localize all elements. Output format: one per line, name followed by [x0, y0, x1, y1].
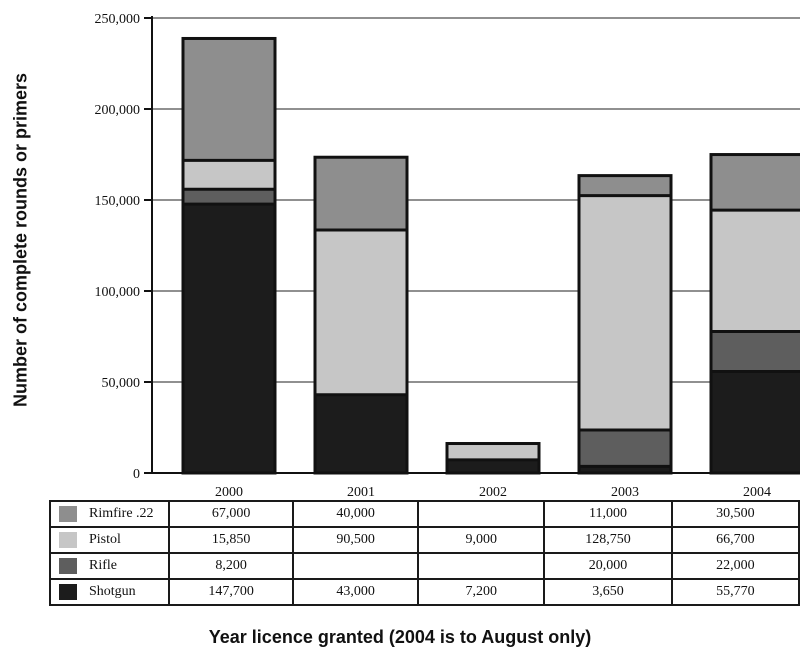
y-tick-label: 200,000	[95, 103, 141, 118]
table-cell: 90,500	[291, 526, 420, 554]
bar-segment	[711, 210, 800, 332]
y-axis-title: Number of complete rounds or primers	[10, 72, 31, 408]
y-tick-label: 250,000	[95, 12, 141, 27]
bar-segment	[447, 443, 539, 460]
legend-label: Rimfire .22	[89, 505, 154, 521]
table-cell: 7,200	[417, 578, 546, 606]
x-tick-label: 2000	[215, 485, 243, 500]
bar-outline	[445, 442, 541, 475]
x-axis-title: Year licence granted (2004 is to August …	[208, 627, 592, 647]
bar-segment	[711, 331, 800, 372]
bar-outline	[313, 155, 409, 475]
bar-outline	[577, 174, 673, 475]
table-cell: 40,000	[291, 500, 420, 528]
table-row: Rifle 8,200 20,000 22,000	[48, 552, 800, 580]
legend-label: Rifle	[89, 557, 117, 573]
table-cell: 66,700	[670, 526, 800, 554]
table-cell: 3,650	[543, 578, 673, 606]
table-cell: 67,000	[168, 500, 294, 528]
legend-label: Shotgun	[89, 583, 136, 599]
bar-segment	[183, 160, 275, 190]
bar-segment	[183, 189, 275, 205]
legend-swatch	[59, 505, 77, 522]
table-row: Shotgun 147,700 43,000 7,200 3,650 55,770	[48, 578, 800, 606]
y-tick-label: 100,000	[95, 285, 141, 300]
y-tick-label: 150,000	[95, 194, 141, 209]
bar-segment	[315, 230, 407, 395]
table-cell: 15,850	[168, 526, 294, 554]
bar-segment	[711, 371, 800, 473]
table-cell: 22,000	[670, 552, 800, 580]
bar-segment	[315, 157, 407, 231]
bar-segment	[183, 204, 275, 473]
legend-cell: Pistol	[48, 526, 171, 554]
legend-swatch	[59, 531, 77, 548]
table-cell	[291, 552, 420, 580]
bar-outline	[181, 36, 277, 475]
chart-plot-area: 0 50,000 100,000 150,000 200,000 250,000 2000 2…	[95, 12, 800, 500]
legend-cell: Rimfire .22	[48, 500, 171, 528]
bar-outline	[709, 153, 800, 475]
table-cell: 9,000	[417, 526, 546, 554]
bar-segment	[447, 459, 539, 473]
table-cell	[417, 500, 546, 528]
legend-cell: Rifle	[48, 552, 171, 580]
table-cell	[417, 552, 546, 580]
x-tick-label: 2004	[743, 485, 771, 500]
legend-label: Pistol	[89, 531, 121, 547]
bar-segment	[579, 466, 671, 473]
table-cell: 55,770	[670, 578, 800, 606]
bar-segment	[711, 154, 800, 211]
legend-swatch	[59, 557, 77, 574]
bar-segment	[183, 38, 275, 161]
x-tick-label: 2002	[479, 485, 507, 500]
x-tick-label: 2001	[347, 485, 375, 500]
table-cell: 43,000	[291, 578, 420, 606]
table-cell: 147,700	[168, 578, 294, 606]
table-cell: 128,750	[543, 526, 673, 554]
data-table: Rimfire .22 67,000 40,000 11,000 30,500 Pisto…	[48, 500, 800, 606]
y-tick-label: 50,000	[102, 376, 141, 391]
legend-cell: Shotgun	[48, 578, 171, 606]
table-cell: 8,200	[168, 552, 294, 580]
bar-segment	[579, 175, 671, 196]
table-row: Rimfire .22 67,000 40,000 11,000 30,500	[48, 500, 800, 528]
table-cell: 11,000	[543, 500, 673, 528]
table-cell: 30,500	[670, 500, 800, 528]
bar-segment	[579, 195, 671, 430]
y-tick-label: 0	[133, 467, 140, 482]
x-tick-label: 2003	[611, 485, 639, 500]
bar-segment	[315, 394, 407, 473]
legend-swatch	[59, 583, 77, 600]
table-row: Pistol 15,850 90,500 9,000 128,750 66,700	[48, 526, 800, 554]
bar-segment	[579, 429, 671, 467]
table-cell: 20,000	[543, 552, 673, 580]
